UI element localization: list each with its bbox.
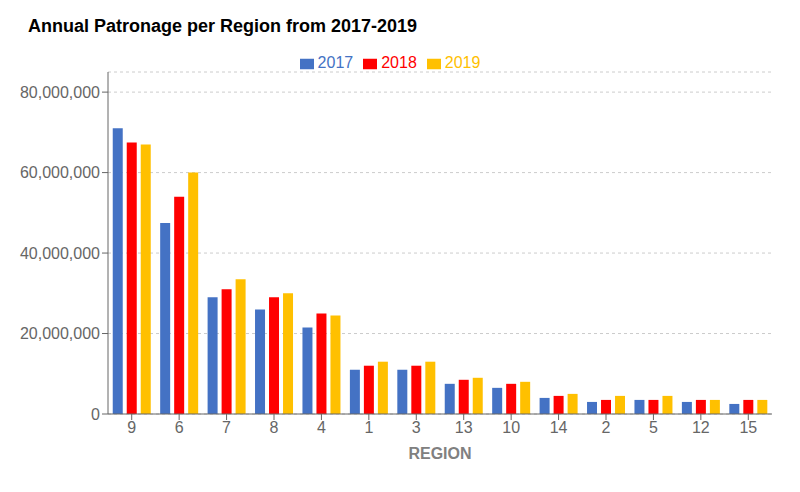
svg-text:14: 14 bbox=[550, 419, 568, 436]
html-text:2017: 2017 bbox=[317, 54, 354, 71]
svg-text:40,000,000: 40,000,000 bbox=[20, 245, 100, 262]
html-text:2019: 2019 bbox=[444, 54, 481, 71]
svg-text:6: 6 bbox=[175, 419, 184, 436]
svg-text:1: 1 bbox=[364, 419, 373, 436]
svg-text:20,000,000: 20,000,000 bbox=[20, 325, 100, 342]
svg-text:7: 7 bbox=[222, 419, 231, 436]
svg-text:2: 2 bbox=[602, 419, 611, 436]
svg-text:5: 5 bbox=[649, 419, 658, 436]
svg-text:12: 12 bbox=[692, 419, 710, 436]
svg-text:8: 8 bbox=[270, 419, 279, 436]
svg-text:9: 9 bbox=[127, 419, 136, 436]
svg-text:80,000,000: 80,000,000 bbox=[20, 84, 100, 101]
svg-text:0: 0 bbox=[91, 406, 100, 423]
html-text:2018: 2018 bbox=[381, 54, 417, 71]
svg-text:REGION: REGION bbox=[408, 445, 471, 462]
svg-text:3: 3 bbox=[412, 419, 421, 436]
svg-text:15: 15 bbox=[739, 419, 757, 436]
svg-text:13: 13 bbox=[455, 419, 473, 436]
html-text:Annual Patronage per Region fr: Annual Patronage per Region from 2017-20… bbox=[28, 16, 418, 36]
svg-text:4: 4 bbox=[317, 419, 326, 436]
svg-text:10: 10 bbox=[502, 419, 520, 436]
svg-text:60,000,000: 60,000,000 bbox=[20, 164, 100, 181]
